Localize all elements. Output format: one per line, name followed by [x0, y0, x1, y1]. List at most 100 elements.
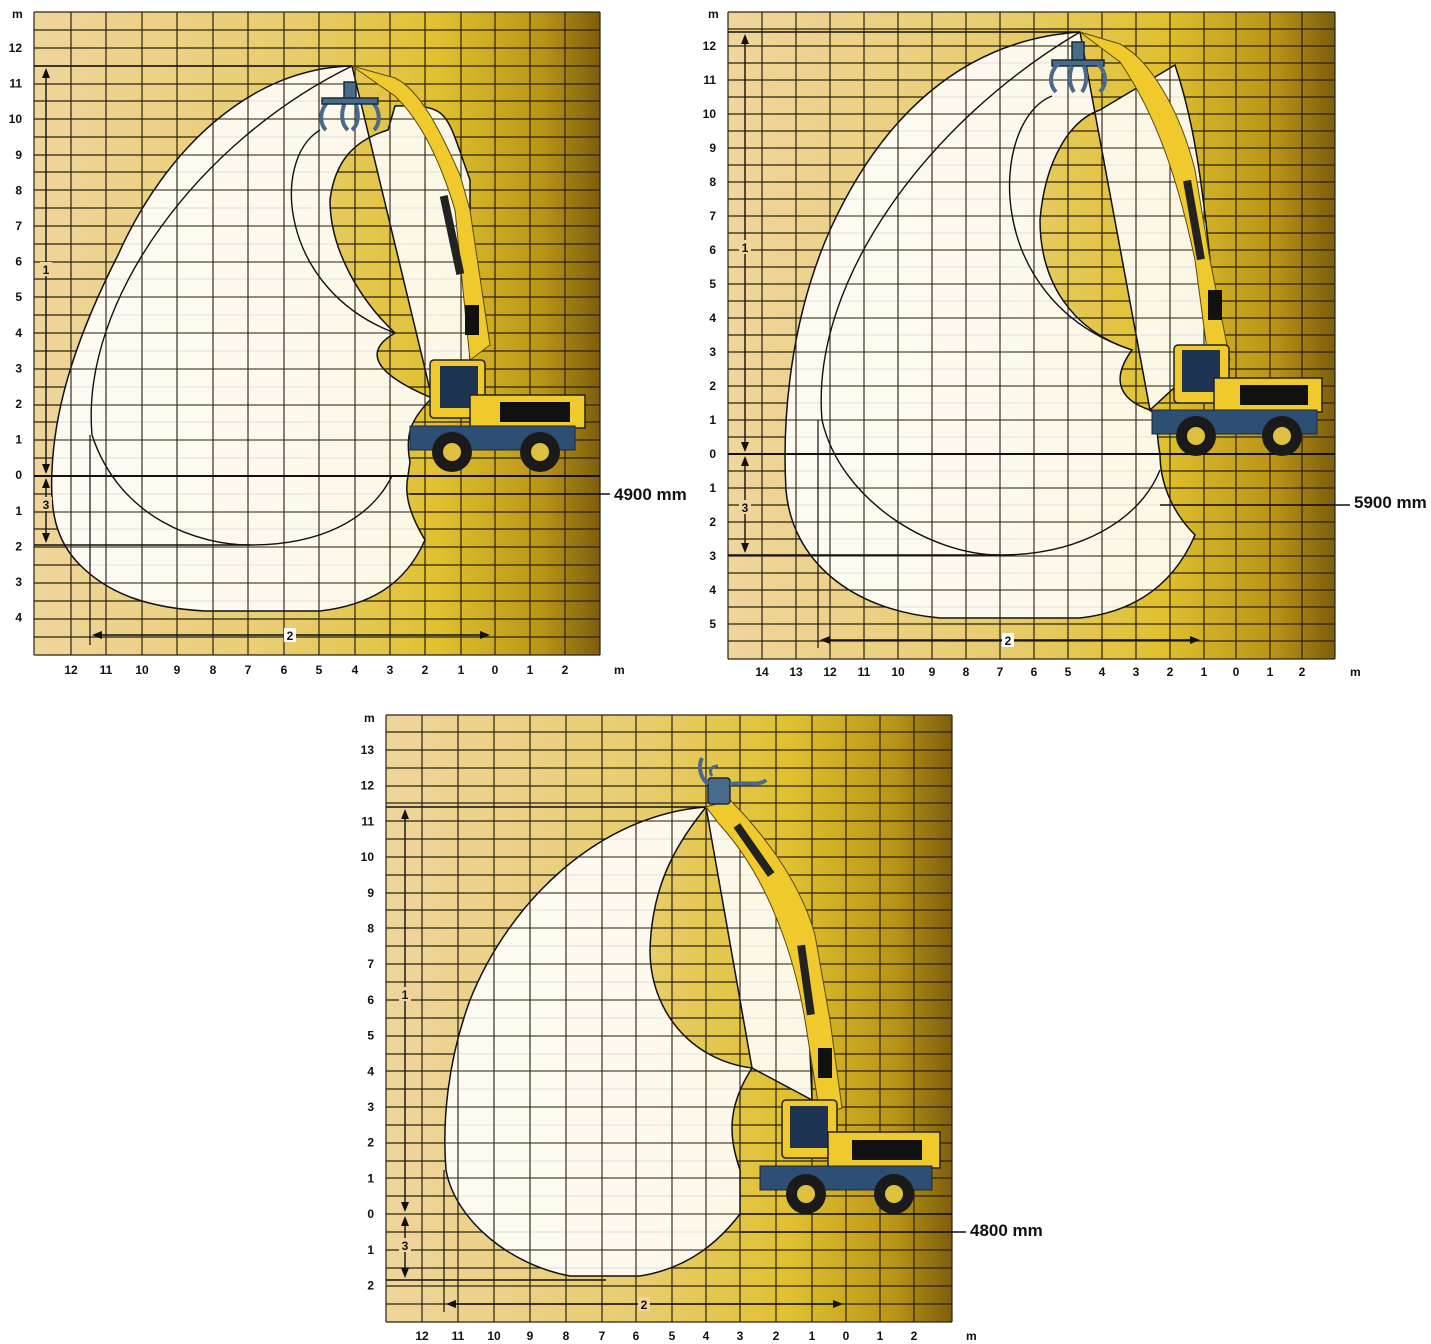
dim-3-label-bg	[40, 497, 52, 511]
y-tick-label: 6	[367, 993, 374, 1007]
rear-wheel-hub	[531, 443, 549, 461]
x-tick-label: 5	[316, 663, 323, 677]
x-tick-label: 8	[963, 665, 970, 679]
dim-1-label: 1	[742, 241, 749, 255]
x-unit-label: m	[966, 1329, 977, 1343]
dim-1-arrow-top	[741, 34, 749, 44]
y-tick-label: 4	[709, 311, 716, 325]
y-tick-label: 6	[15, 255, 22, 269]
x-tick-label: 1	[809, 1329, 816, 1343]
y-tick-label: 2	[709, 515, 716, 529]
engine-grill	[852, 1140, 922, 1160]
dim-2-arrow-right	[833, 1300, 843, 1308]
y-tick-label: 5	[709, 277, 716, 291]
dim-2-label: 2	[287, 629, 294, 643]
y-tick-label: 5	[367, 1029, 374, 1043]
x-tick-label: 12	[823, 665, 837, 679]
y-tick-label: 3	[367, 1100, 374, 1114]
dim-2-label-bg	[284, 628, 296, 642]
x-tick-label: 0	[843, 1329, 850, 1343]
x-tick-label: 11	[858, 665, 871, 679]
dim-1-label-bg	[739, 240, 751, 254]
boom-cylinder	[733, 823, 775, 877]
stick-cylinder	[797, 944, 815, 1016]
x-tick-label: 1	[527, 663, 534, 677]
y-tick-label: 8	[15, 183, 22, 197]
y-tick-label: 4	[15, 611, 22, 625]
inner-curve-a	[820, 31, 1081, 421]
x-unit-label: m	[614, 663, 625, 677]
x-tick-label: 7	[997, 665, 1004, 679]
inner-curve-a	[90, 65, 353, 436]
y-tick-label: 6	[709, 243, 716, 257]
x-tick-label: 9	[174, 663, 181, 677]
y-tick-label: 3	[15, 361, 22, 375]
dim-1-arrow-bottom	[741, 442, 749, 452]
dim-1-label: 1	[43, 263, 50, 277]
y-tick-label: 11	[9, 77, 22, 91]
dim-3-arrow-bottom	[42, 533, 50, 543]
x-tick-label: 13	[789, 665, 803, 679]
rear-wheel-hub	[1273, 427, 1291, 445]
y-tick-label: 2	[367, 1279, 374, 1293]
boom-cylinder	[439, 195, 465, 275]
y-tick-label: 1	[367, 1171, 374, 1185]
dim-3-label: 3	[402, 1239, 409, 1253]
y-tick-label: 2	[709, 379, 716, 393]
dim-1-arrow-top	[42, 68, 50, 78]
y-tick-label: 3	[709, 549, 716, 563]
inner-curve-c	[290, 129, 396, 334]
cat-logo-boom	[1208, 290, 1222, 320]
x-tick-label: 7	[599, 1329, 606, 1343]
dim-3-arrow-top	[42, 478, 50, 488]
x-tick-label: 7	[245, 663, 252, 677]
dim-2-label-bg	[1002, 633, 1014, 647]
x-unit-label: m	[1350, 665, 1361, 679]
x-tick-labels: 12 11 10 9 8 7 6 5 4 3 2 1 0 1 2	[64, 663, 568, 677]
y-tick-label: 3	[709, 345, 716, 359]
y-tick-label: 11	[703, 73, 716, 87]
dim-3-arrow-top	[401, 1216, 409, 1226]
cat-logo-boom	[465, 305, 479, 335]
x-tick-label: 3	[387, 663, 394, 677]
y-tick-label: 3	[15, 575, 22, 589]
wheeled-material-handler	[319, 65, 586, 472]
y-tick-label: 1	[709, 481, 716, 495]
x-tick-label: 11	[100, 663, 113, 677]
x-tick-label: 6	[281, 663, 288, 677]
dim-2-arrow-right	[480, 631, 490, 639]
x-tick-label: 4	[352, 663, 359, 677]
cat-logo-boom	[818, 1048, 832, 1078]
dim-2-arrow-right	[1190, 636, 1200, 644]
y-tick-label: 4	[709, 583, 716, 597]
y-unit-label: m	[12, 7, 23, 21]
y-tick-label: 4	[15, 326, 22, 340]
y-tick-label: 7	[367, 957, 374, 971]
rear-wheel-hub	[885, 1185, 903, 1203]
x-tick-label: 14	[755, 665, 769, 679]
max-clearance-label: 4900 mm	[614, 485, 687, 504]
x-tick-label: 5	[1065, 665, 1072, 679]
x-tick-label: 2	[1299, 665, 1306, 679]
x-tick-labels: 14 13 12 11 10 9 8 7 6 5 4 3 2 1 0 1 2	[755, 665, 1305, 679]
wheeled-material-handler	[698, 757, 941, 1214]
cab-window	[790, 1106, 828, 1148]
y-unit-label: m	[708, 7, 719, 21]
dim-3-label-bg	[739, 500, 751, 514]
y-tick-label: 9	[709, 141, 716, 155]
x-tick-label: 9	[527, 1329, 534, 1343]
y-tick-label: 7	[709, 209, 716, 223]
y-tick-label: 9	[15, 148, 22, 162]
y-tick-label: 2	[367, 1136, 374, 1150]
y-tick-label: 7	[15, 219, 22, 233]
x-tick-label: 10	[487, 1329, 501, 1343]
dim-2-label: 2	[1005, 634, 1012, 648]
y-tick-label: 4	[367, 1064, 374, 1078]
x-tick-label: 3	[737, 1329, 744, 1343]
dim-3-label: 3	[43, 498, 50, 512]
dim-1-label-bg	[399, 987, 411, 1001]
dim-3-arrow-bottom	[401, 1268, 409, 1278]
y-tick-label: 0	[367, 1207, 374, 1221]
